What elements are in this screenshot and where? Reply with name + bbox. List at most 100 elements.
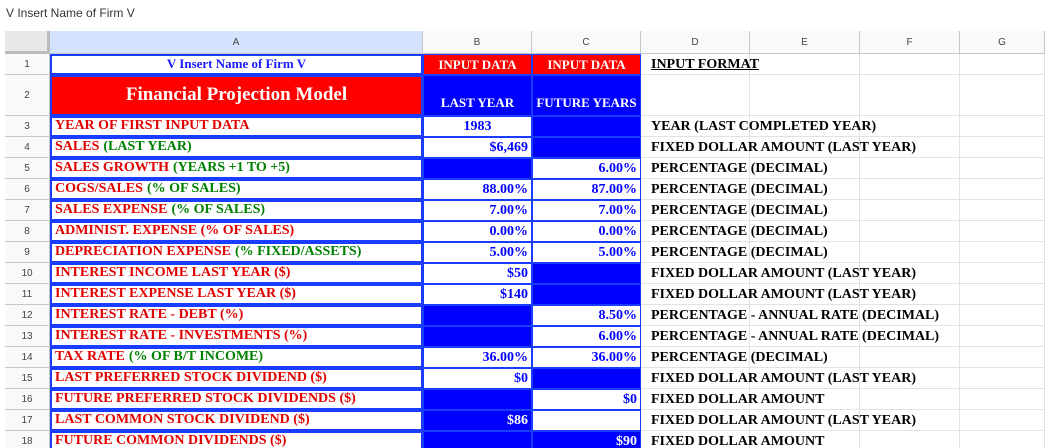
- label-cell[interactable]: SALES GROWTH (YEARS +1 TO +5): [50, 158, 423, 179]
- input-cell[interactable]: INPUT DATA: [423, 54, 532, 75]
- input-cell[interactable]: 5.00%: [532, 242, 641, 263]
- input-cell[interactable]: [423, 305, 532, 326]
- input-cell[interactable]: [423, 431, 532, 448]
- column-header[interactable]: C: [532, 31, 641, 54]
- row-header[interactable]: 10: [5, 263, 50, 284]
- row-header[interactable]: 5: [5, 158, 50, 179]
- label-cell[interactable]: LAST COMMON STOCK DIVIDEND ($): [50, 410, 423, 431]
- format-cell[interactable]: PERCENTAGE (DECIMAL): [641, 347, 828, 368]
- column-header[interactable]: G: [960, 31, 1045, 54]
- grid-cell[interactable]: [750, 368, 860, 389]
- grid-cell[interactable]: [960, 75, 1045, 116]
- grid-cell[interactable]: [960, 221, 1045, 242]
- grid-cell[interactable]: [960, 305, 1045, 326]
- format-cell[interactable]: PERCENTAGE (DECIMAL): [641, 179, 828, 200]
- input-cell[interactable]: [532, 368, 641, 389]
- input-cell[interactable]: [423, 389, 532, 410]
- input-cell[interactable]: FUTURE YEARS: [532, 75, 641, 116]
- label-cell[interactable]: SALES (LAST YEAR): [50, 137, 423, 158]
- grid-cell[interactable]: [960, 263, 1045, 284]
- input-cell[interactable]: 0.00%: [532, 221, 641, 242]
- column-header[interactable]: B: [423, 31, 532, 54]
- label-cell[interactable]: LAST PREFERRED STOCK DIVIDEND ($): [50, 368, 423, 389]
- input-cell[interactable]: 7.00%: [532, 200, 641, 221]
- grid-cell[interactable]: [750, 54, 860, 75]
- row-header[interactable]: 14: [5, 347, 50, 368]
- input-cell[interactable]: 87.00%: [532, 179, 641, 200]
- column-header[interactable]: F: [860, 31, 960, 54]
- format-cell[interactable]: PERCENTAGE - ANNUAL RATE (DECIMAL): [641, 305, 939, 326]
- grid-cell[interactable]: [750, 410, 860, 431]
- grid-cell[interactable]: [860, 284, 960, 305]
- row-header[interactable]: 11: [5, 284, 50, 305]
- input-cell[interactable]: 8.50%: [532, 305, 641, 326]
- column-header[interactable]: A: [50, 31, 423, 54]
- format-cell[interactable]: FIXED DOLLAR AMOUNT: [641, 389, 824, 410]
- input-cell[interactable]: [423, 158, 532, 179]
- grid-cell[interactable]: [860, 179, 960, 200]
- format-cell[interactable]: PERCENTAGE (DECIMAL): [641, 158, 828, 179]
- input-cell[interactable]: $86: [423, 410, 532, 431]
- input-cell[interactable]: INPUT DATA: [532, 54, 641, 75]
- grid-cell[interactable]: [750, 158, 860, 179]
- grid-cell[interactable]: [960, 116, 1045, 137]
- grid-cell[interactable]: [960, 389, 1045, 410]
- grid-cell[interactable]: [750, 284, 860, 305]
- label-cell[interactable]: INTEREST EXPENSE LAST YEAR ($): [50, 284, 423, 305]
- label-cell[interactable]: TAX RATE (% OF B/T INCOME): [50, 347, 423, 368]
- input-cell[interactable]: 6.00%: [532, 158, 641, 179]
- input-cell[interactable]: [532, 410, 641, 431]
- formula-bar[interactable]: V Insert Name of Firm V: [6, 6, 135, 20]
- grid-cell[interactable]: [860, 221, 960, 242]
- row-header[interactable]: 15: [5, 368, 50, 389]
- format-cell[interactable]: PERCENTAGE (DECIMAL): [641, 221, 828, 242]
- format-cell[interactable]: FIXED DOLLAR AMOUNT (LAST YEAR): [641, 284, 916, 305]
- format-cell[interactable]: INPUT FORMAT: [641, 54, 759, 75]
- input-cell[interactable]: $0: [423, 368, 532, 389]
- input-cell[interactable]: $90: [532, 431, 641, 448]
- input-cell[interactable]: 36.00%: [423, 347, 532, 368]
- grid-cell[interactable]: [960, 347, 1045, 368]
- grid-cell[interactable]: [860, 200, 960, 221]
- label-cell[interactable]: INTEREST RATE - INVESTMENTS (%): [50, 326, 423, 347]
- input-cell[interactable]: $50: [423, 263, 532, 284]
- grid-cell[interactable]: [750, 389, 860, 410]
- input-cell[interactable]: 5.00%: [423, 242, 532, 263]
- label-cell[interactable]: INTEREST INCOME LAST YEAR ($): [50, 263, 423, 284]
- grid-cell[interactable]: [750, 137, 860, 158]
- input-cell[interactable]: [532, 263, 641, 284]
- grid-cell[interactable]: [750, 116, 860, 137]
- row-header[interactable]: 18: [5, 431, 50, 448]
- grid-cell[interactable]: [750, 200, 860, 221]
- grid-cell[interactable]: [960, 431, 1045, 448]
- column-header[interactable]: D: [641, 31, 750, 54]
- input-cell[interactable]: LAST YEAR: [423, 75, 532, 116]
- row-header[interactable]: 2: [5, 75, 50, 116]
- grid-cell[interactable]: [960, 137, 1045, 158]
- input-cell[interactable]: [532, 137, 641, 158]
- label-cell[interactable]: FUTURE PREFERRED STOCK DIVIDENDS ($): [50, 389, 423, 410]
- grid-cell[interactable]: [860, 263, 960, 284]
- format-cell[interactable]: FIXED DOLLAR AMOUNT (LAST YEAR): [641, 368, 916, 389]
- row-header[interactable]: 13: [5, 326, 50, 347]
- label-cell[interactable]: SALES EXPENSE (% OF SALES): [50, 200, 423, 221]
- grid-cell[interactable]: [960, 410, 1045, 431]
- label-cell[interactable]: COGS/SALES (% OF SALES): [50, 179, 423, 200]
- row-header[interactable]: 7: [5, 200, 50, 221]
- row-header[interactable]: 9: [5, 242, 50, 263]
- input-cell[interactable]: 36.00%: [532, 347, 641, 368]
- input-cell[interactable]: [532, 284, 641, 305]
- row-header[interactable]: 6: [5, 179, 50, 200]
- format-cell[interactable]: FIXED DOLLAR AMOUNT (LAST YEAR): [641, 263, 916, 284]
- input-cell[interactable]: [532, 116, 641, 137]
- grid-cell[interactable]: [860, 347, 960, 368]
- row-header[interactable]: 16: [5, 389, 50, 410]
- row-header[interactable]: 17: [5, 410, 50, 431]
- grid-cell[interactable]: [960, 54, 1045, 75]
- grid-cell[interactable]: [960, 179, 1045, 200]
- format-cell[interactable]: FIXED DOLLAR AMOUNT: [641, 431, 824, 448]
- label-cell[interactable]: V Insert Name of Firm V: [50, 54, 423, 75]
- select-all[interactable]: [5, 31, 50, 54]
- grid-cell[interactable]: [960, 200, 1045, 221]
- format-cell[interactable]: FIXED DOLLAR AMOUNT (LAST YEAR): [641, 410, 916, 431]
